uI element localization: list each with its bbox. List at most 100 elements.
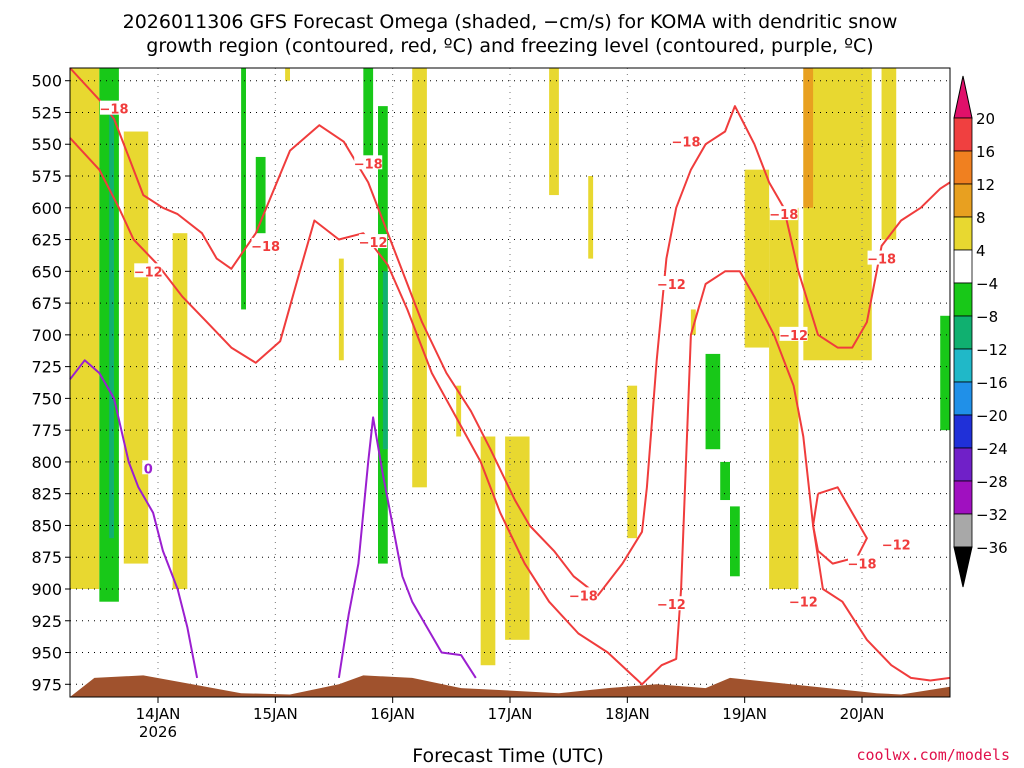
dgz-contour-line: [812, 486, 868, 565]
y-tick-label: 525: [31, 103, 62, 122]
x-tick-label: 16JAN: [370, 705, 415, 723]
colorbar: 20 16 12 8 4 −4 −8 −12 −16 −20 −24 −28 −32 −36: [953, 75, 1008, 588]
contour-label: −12: [882, 539, 911, 554]
contour-label-bg: [100, 100, 128, 115]
y-tick-label: 875: [31, 548, 62, 567]
contour-label: −18: [100, 103, 129, 118]
colorbar-level-label: 16: [976, 143, 995, 161]
y-tick-label: 950: [31, 644, 62, 663]
colorbar-swatch: [953, 480, 973, 515]
contour-label: −12: [789, 596, 818, 611]
omega-cell: [109, 106, 114, 539]
colorbar-level-label: −4: [976, 275, 998, 293]
y-tick-label: 575: [31, 167, 62, 186]
omega-cell: [382, 271, 388, 450]
colorbar-swatch: [953, 315, 973, 350]
terrain-area: [70, 675, 950, 697]
colorbar-level-label: −16: [976, 374, 1008, 392]
contour-label: 0: [144, 462, 153, 477]
colorbar-swatch: [953, 183, 973, 218]
omega-cell: [730, 506, 740, 577]
colorbar-level-label: 8: [976, 209, 986, 227]
contour-label-bg: [672, 133, 700, 148]
omega-cell: [769, 207, 799, 589]
contour-labels: −18−12−18−18−12−18−12−12−18−18−12−12−18−…: [100, 100, 911, 613]
y-tick-label: 750: [31, 389, 62, 408]
x-tick-label: 20JAN: [840, 705, 885, 723]
colorbar-swatch: [953, 282, 973, 317]
contour-label-bg: [569, 587, 598, 602]
omega-shading: [70, 68, 950, 666]
colorbar-swatch: [953, 414, 973, 449]
omega-cell: [588, 176, 594, 259]
dgz-contour-line: [69, 67, 951, 597]
colorbar-level-label: −32: [976, 506, 1008, 524]
contour-label: −18: [769, 208, 798, 223]
y-tick-label: 650: [31, 262, 62, 281]
contour-label-bg: [142, 460, 155, 475]
omega-cell: [720, 461, 730, 501]
contour-label-bg: [134, 263, 163, 278]
omega-cell: [123, 131, 149, 564]
omega-cell: [412, 68, 427, 488]
omega-cell: [456, 385, 462, 437]
y-tick-label: 725: [31, 358, 62, 377]
contour-label: −12: [657, 278, 686, 293]
contour-label-bg: [779, 326, 808, 341]
colorbar-level-label: −20: [976, 407, 1008, 425]
dgz-contour-line: [69, 137, 951, 686]
contour-label-bg: [657, 596, 686, 611]
omega-cell: [690, 309, 696, 335]
y-tick-label: 600: [31, 199, 62, 218]
y-tick-label: 700: [31, 326, 62, 345]
colorbar-swatch: [953, 249, 973, 284]
omega-cell: [940, 315, 950, 431]
x-tick-label: 18JAN: [605, 705, 650, 723]
contour-label: −12: [657, 598, 686, 613]
x-tick-label: 17JAN: [488, 705, 533, 723]
omega-cell: [803, 68, 814, 208]
chart-title-line1: 2026011306 GFS Forecast Omega (shaded, −…: [123, 11, 898, 33]
contour-label-bg: [769, 206, 798, 221]
y-tick-label: 675: [31, 294, 62, 313]
colorbar-level-label: 4: [976, 242, 986, 260]
y-tick-label: 900: [31, 580, 62, 599]
x-tick-label: 19JAN: [722, 705, 767, 723]
contour-label-bg: [789, 593, 818, 608]
omega-cell: [172, 233, 188, 589]
y-tick-label: 925: [31, 612, 62, 631]
terrain-fill: [70, 675, 950, 697]
omega-cell: [363, 68, 374, 157]
x-tick-label: 15JAN: [253, 705, 298, 723]
colorbar-bottom-arrow: [953, 546, 973, 588]
colorbar-level-label: −12: [976, 341, 1008, 359]
colorbar-level-label: −24: [976, 440, 1008, 458]
chart-title-line2: growth region (contoured, red, ºC) and f…: [146, 35, 873, 57]
y-axis: 500 525 550 575 600 625 650 675 700 725 750 775 800 8…: [31, 72, 70, 694]
x-tick-label: 14JAN: [136, 705, 181, 723]
contour-label-bg: [251, 237, 280, 252]
contour-label-bg: [848, 555, 876, 570]
credit-text: coolwx.com/models: [856, 746, 1010, 764]
omega-cell: [744, 169, 770, 348]
contour-label-bg: [359, 234, 388, 249]
colorbar-swatch: [953, 150, 973, 185]
freezing-level-line: [69, 359, 199, 679]
dgz-contours: [69, 67, 951, 686]
colorbar-level-label: 12: [976, 176, 995, 194]
omega-cell: [705, 353, 721, 450]
colorbar-swatch: [953, 513, 973, 548]
omega-cell: [480, 436, 496, 666]
colorbar-level-label: −28: [976, 473, 1008, 491]
omega-cell: [627, 385, 638, 539]
colorbar-swatch: [953, 216, 973, 251]
y-tick-label: 850: [31, 516, 62, 535]
contour-label: −12: [359, 236, 388, 251]
colorbar-swatch: [953, 348, 973, 383]
contour-label: −18: [251, 240, 280, 255]
omega-cell: [881, 68, 897, 240]
contour-label-bg: [882, 536, 911, 551]
y-tick-label: 500: [31, 72, 62, 91]
